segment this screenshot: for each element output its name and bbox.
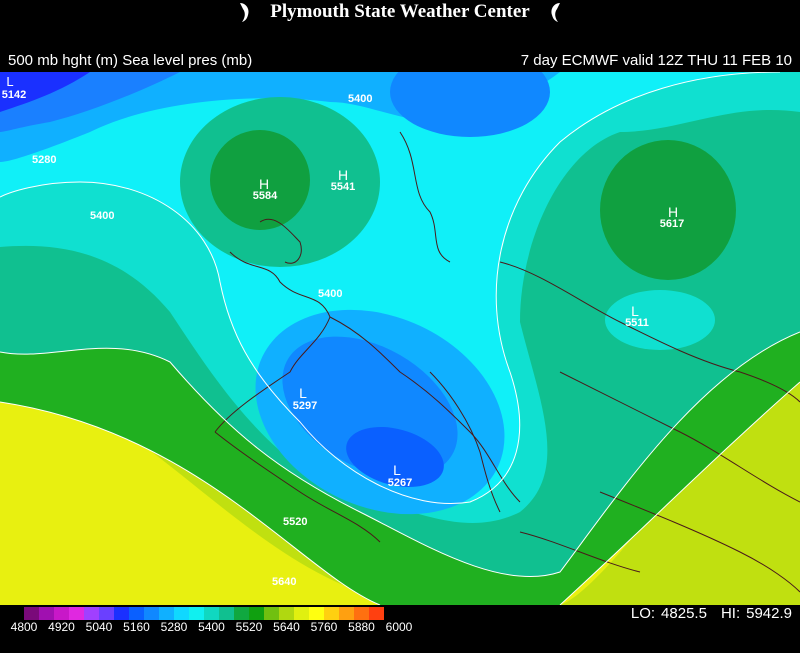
contour-label: 5640 — [272, 576, 296, 588]
contour-label: 5400 — [318, 288, 342, 300]
color-scale-swatch — [189, 607, 204, 620]
color-scale-swatch — [234, 607, 249, 620]
header: Plymouth State Weather Center — [0, 0, 800, 24]
high-pressure-core — [210, 130, 310, 230]
low-pressure-region — [390, 72, 550, 137]
contour-label: 5400 — [90, 210, 114, 222]
min-max-stats: LO: 4825.5 HI: 5942.9 — [631, 605, 792, 622]
color-scale-swatch — [204, 607, 219, 620]
color-scale-swatch — [264, 607, 279, 620]
color-scale-swatch — [354, 607, 369, 620]
map-variables: 500 mb hght (m) Sea level pres (mb) — [8, 52, 253, 69]
valid-time: 7 day ECMWF valid 12Z THU 11 FEB 10 — [520, 52, 792, 69]
svg-text:5511: 5511 — [625, 317, 649, 329]
contour-label: 5400 — [348, 93, 372, 105]
color-scale-label: 5400 — [198, 620, 225, 634]
color-scale-swatch — [324, 607, 339, 620]
weather-map: 5280 5400 5400 5400 5520 5640 L 5142 H 5… — [0, 72, 800, 605]
svg-text:L: L — [393, 462, 401, 478]
color-scale-label: 5160 — [123, 620, 150, 634]
svg-text:5541: 5541 — [331, 181, 355, 193]
height-contours — [0, 72, 800, 605]
color-scale-swatch — [279, 607, 294, 620]
hurricane-symbol-icon — [551, 3, 560, 22]
site-title: Plymouth State Weather Center — [270, 1, 530, 22]
color-scale-swatch — [69, 607, 84, 620]
color-scale-label: 4920 — [48, 620, 75, 634]
color-scale-label: 4800 — [10, 620, 38, 634]
color-scale-swatch — [144, 607, 159, 620]
pressure-center-high: H 5584 — [253, 176, 278, 202]
color-scale-label: 5520 — [235, 620, 263, 634]
low-label: LO: — [630, 605, 656, 622]
color-scale-label: 6000 — [385, 620, 413, 634]
svg-text:H: H — [668, 204, 678, 220]
color-scale-label: 5280 — [160, 620, 188, 634]
svg-text:H: H — [338, 167, 348, 183]
high-pressure-region — [600, 140, 736, 280]
svg-text:5584: 5584 — [253, 190, 278, 202]
low-pressure-region — [605, 290, 715, 350]
low-pressure-core — [346, 427, 444, 487]
color-scale-label: 5880 — [348, 620, 375, 634]
color-scale-swatch — [84, 607, 99, 620]
color-scale-labels: 4800 4920 5040 5160 5280 5400 5520 5640 5760 5880… — [0, 620, 420, 636]
band-5160 — [0, 72, 90, 112]
color-scale-swatch — [219, 607, 234, 620]
pressure-center-high: H 5617 — [660, 204, 684, 230]
color-scale-swatch — [129, 607, 144, 620]
color-scale-label: 5760 — [310, 620, 338, 634]
high-label: HI: — [720, 605, 741, 622]
svg-text:L: L — [631, 303, 639, 319]
pressure-center-low: L 5297 — [293, 385, 317, 412]
color-scale-label: 5640 — [273, 620, 300, 634]
svg-text:L: L — [299, 385, 307, 401]
svg-text:5617: 5617 — [660, 218, 684, 230]
svg-text:L: L — [6, 74, 13, 89]
color-scale-swatch — [294, 607, 309, 620]
color-scale-swatch — [339, 607, 354, 620]
svg-text:H: H — [259, 176, 269, 192]
pressure-center-low: L 5511 — [625, 303, 649, 329]
color-scale-swatch — [24, 607, 39, 620]
pressure-center-low: L 5267 — [388, 462, 412, 489]
color-scale-label: 5040 — [85, 620, 113, 634]
svg-text:5267: 5267 — [388, 477, 412, 489]
color-scale-swatch — [99, 607, 114, 620]
svg-text:5297: 5297 — [293, 400, 317, 412]
high-value: 5942.9 — [746, 605, 792, 622]
low-value: 4825.5 — [661, 605, 707, 622]
contour-label: 5280 — [32, 154, 56, 166]
color-scale-swatch — [54, 607, 69, 620]
color-scale-swatch — [174, 607, 189, 620]
color-scale-swatch — [309, 607, 324, 620]
color-scale-swatch — [114, 607, 129, 620]
color-scale-swatch — [369, 607, 384, 620]
svg-text:5142: 5142 — [2, 89, 26, 101]
color-scale-swatch — [249, 607, 264, 620]
color-scale-bar — [24, 607, 384, 620]
contour-label: 5520 — [283, 516, 307, 528]
color-scale-swatch — [159, 607, 174, 620]
pressure-center-low: L 5142 — [2, 74, 26, 101]
color-scale-swatch — [39, 607, 54, 620]
pressure-center-high: H 5541 — [331, 167, 355, 193]
coastlines — [214, 131, 800, 593]
hurricane-symbol-icon — [240, 3, 249, 22]
